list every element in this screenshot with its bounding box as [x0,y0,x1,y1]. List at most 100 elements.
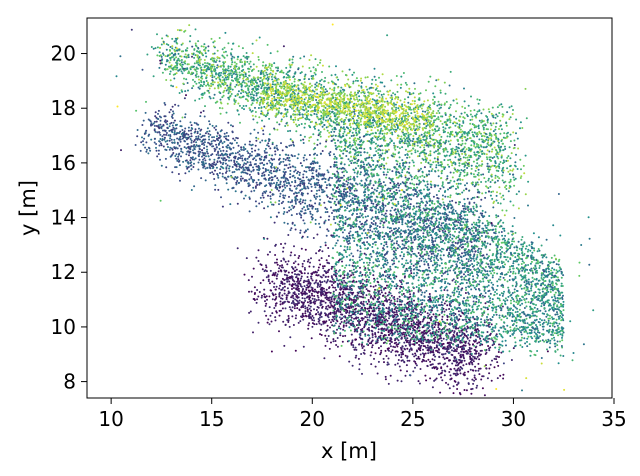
data-point [276,128,279,131]
data-point [447,195,449,198]
data-point [201,85,204,88]
data-point [502,159,505,162]
data-point [162,52,164,55]
data-point [439,142,442,145]
data-point [214,188,217,191]
data-point [290,103,293,106]
data-point [205,76,208,79]
data-point [395,173,398,176]
data-point [458,147,460,150]
data-point [216,49,219,52]
data-point [276,96,279,99]
data-point [455,145,458,148]
data-point [417,252,420,254]
data-point [322,111,325,114]
data-point [198,81,201,84]
data-point [420,141,423,144]
data-point [278,169,281,172]
data-point [440,115,442,118]
data-point [263,69,266,72]
data-point [406,106,409,109]
data-point [467,104,470,107]
data-point [478,99,481,101]
data-point [519,158,522,161]
data-point [236,168,238,171]
data-point [378,100,381,103]
data-point [391,98,394,101]
data-point [368,110,371,113]
data-point [230,124,232,127]
data-point [157,109,160,112]
data-point [227,92,230,95]
data-point [414,132,417,135]
data-point [419,105,422,108]
data-point [141,136,143,139]
data-point [408,115,411,117]
data-point [408,165,411,168]
data-point [330,80,333,83]
data-point [174,37,177,40]
data-point [289,166,292,169]
data-point [452,185,455,188]
data-point [159,123,162,126]
data-point [357,100,360,103]
data-point [346,94,349,97]
data-point [187,89,189,92]
data-point [203,59,206,61]
data-point [497,170,500,172]
data-point [269,83,272,86]
data-point [259,76,262,79]
data-point [340,120,343,123]
data-point [195,54,198,57]
data-point [277,78,280,81]
data-point [187,56,190,59]
data-point [493,146,496,149]
data-point [309,70,312,73]
data-point [328,122,331,125]
data-point [204,162,207,165]
data-point [357,109,360,112]
data-point [190,168,193,171]
data-point [432,92,435,95]
data-point [396,126,399,129]
data-point [412,135,415,137]
data-point [310,90,313,93]
data-point [495,113,498,116]
data-point [287,74,289,77]
data-point [383,167,386,170]
data-point [462,147,465,150]
data-point [424,155,427,158]
data-point [414,149,417,152]
data-point [497,138,500,141]
data-point [342,90,345,93]
data-point [320,78,323,81]
data-point [270,69,273,72]
data-point [478,178,480,181]
data-point [294,116,297,119]
data-point [451,164,454,167]
data-point [219,98,222,101]
data-point [322,90,325,93]
data-point [256,97,259,100]
data-point [359,120,362,123]
data-point [419,146,422,149]
data-point [174,68,177,71]
data-point [212,63,215,66]
data-point [336,111,339,114]
data-point [469,154,472,157]
data-point [500,128,503,131]
data-point [331,88,334,91]
data-point [476,188,479,191]
data-point [321,105,323,108]
data-point [335,76,338,79]
data-point [365,96,368,99]
data-point [423,119,426,122]
data-point [212,52,215,55]
data-point [513,217,516,219]
data-point [375,142,377,145]
data-point [515,193,518,196]
data-point [297,118,300,120]
data-point [184,172,187,175]
data-point [325,126,328,129]
